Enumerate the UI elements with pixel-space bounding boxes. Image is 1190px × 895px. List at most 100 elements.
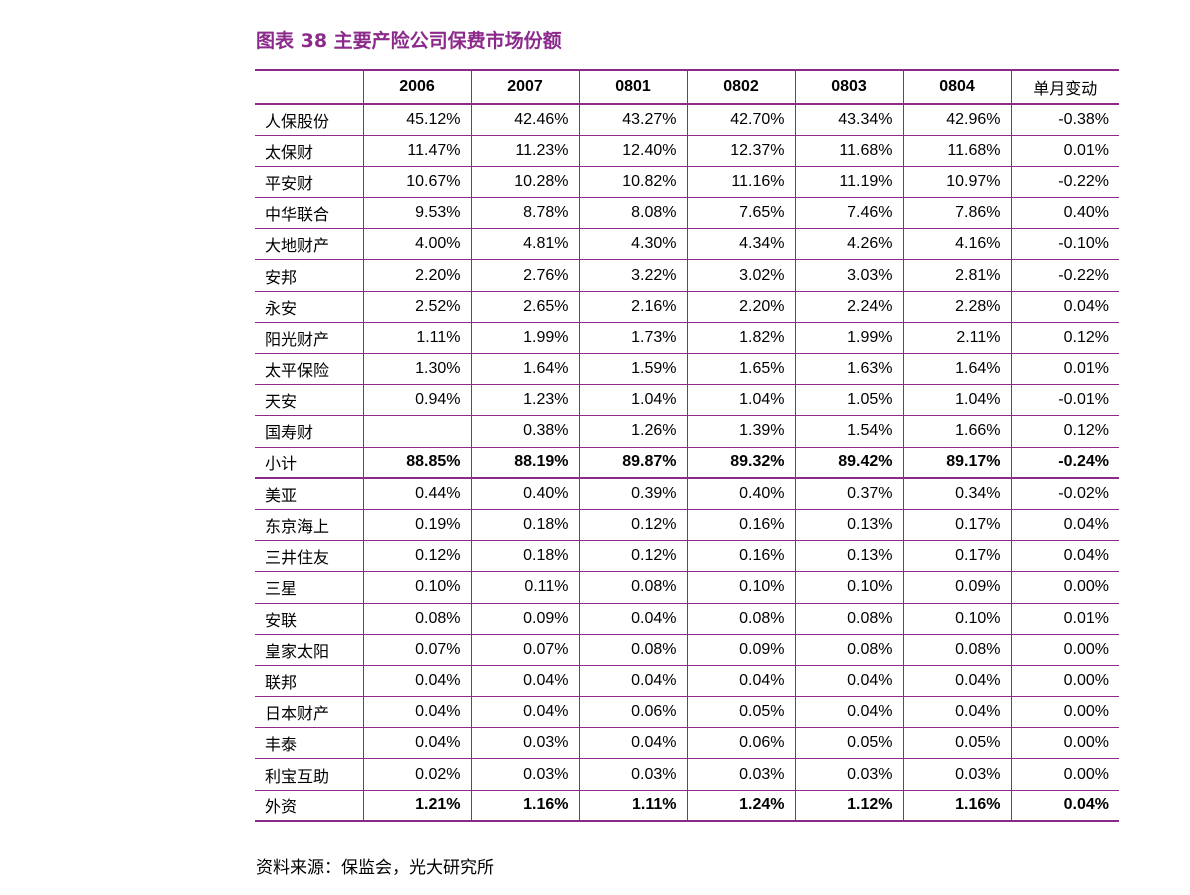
share-value-cell: 0.09% (902, 571, 1011, 604)
company-name-cell: 安邦 (255, 259, 363, 292)
share-value-cell: 0.40% (1010, 197, 1119, 230)
share-value-cell: 89.32% (686, 447, 795, 480)
table-row: 太保财 11.47% 11.23% 12.40% 12.37% 11.68% 11.68% 0… (255, 135, 1119, 167)
share-value-cell: 1.39% (686, 415, 795, 448)
share-value-cell: 0.08% (362, 603, 471, 635)
share-value-cell: 43.34% (794, 104, 903, 136)
table-row: 大地财产 4.00% 4.81% 4.30% 4.34% 4.26% 4.16% -0.10% (255, 228, 1119, 261)
share-value-cell: 89.87% (578, 447, 687, 480)
company-name-cell: 太平保险 (255, 353, 363, 386)
share-value-cell: 0.03% (686, 758, 795, 791)
share-value-cell: 88.19% (470, 447, 579, 480)
share-value-cell: 3.03% (794, 259, 903, 292)
share-value-cell: 8.78% (470, 197, 579, 230)
share-value-cell: 1.12% (794, 790, 903, 823)
share-value-cell: 1.04% (902, 384, 1011, 417)
company-name-cell: 利宝互助 (255, 758, 363, 791)
share-value-cell: 0.10% (902, 603, 1011, 635)
table-row: 天安 0.94% 1.23% 1.04% 1.04% 1.05% 1.04% -0.01% (255, 384, 1119, 417)
share-value-cell: -0.01% (1010, 384, 1119, 417)
company-name-cell: 中华联合 (255, 197, 363, 230)
share-value-cell: 2.28% (902, 291, 1011, 323)
share-value-cell: 0.00% (1010, 696, 1119, 729)
share-value-cell: 1.21% (362, 790, 471, 823)
share-value-cell: 0.12% (362, 540, 471, 573)
share-value-cell: 12.37% (686, 135, 795, 167)
share-value-cell: 7.86% (902, 197, 1011, 230)
share-value-cell: 0.07% (470, 634, 579, 666)
share-value-cell: 0.00% (1010, 665, 1119, 698)
table-body: 人保股份 45.12% 42.46% 43.27% 42.70% 43.34% 42.96%… (255, 104, 1119, 823)
share-value-cell: 0.17% (902, 509, 1011, 542)
share-value-cell: 0.00% (1010, 571, 1119, 604)
share-value-cell: 0.09% (686, 634, 795, 666)
share-value-cell: 0.07% (362, 634, 471, 666)
share-value-cell: 0.10% (362, 571, 471, 604)
share-value-cell: 42.96% (902, 104, 1011, 136)
share-value-cell: 3.22% (578, 259, 687, 292)
company-name-cell: 皇家太阳 (255, 634, 363, 666)
share-value-cell: 2.65% (470, 291, 579, 323)
share-value-cell: 0.10% (686, 571, 795, 604)
share-value-cell: 0.03% (470, 727, 579, 760)
share-value-cell: 0.01% (1010, 353, 1119, 386)
table-row: 日本财产 0.04% 0.04% 0.06% 0.05% 0.04% 0.04% 0.00% (255, 696, 1119, 729)
share-value-cell: 0.03% (902, 758, 1011, 791)
share-value-cell: 0.04% (686, 665, 795, 698)
company-name-cell: 天安 (255, 384, 363, 417)
share-value-cell: 0.04% (794, 696, 903, 729)
share-value-cell: 1.04% (686, 384, 795, 417)
share-value-cell: 0.16% (686, 540, 795, 573)
share-value-cell: 1.11% (362, 322, 471, 355)
share-value-cell: 0.39% (578, 478, 687, 510)
table-row: 人保股份 45.12% 42.46% 43.27% 42.70% 43.34% 42.96%… (255, 104, 1119, 136)
share-value-cell: 1.99% (794, 322, 903, 355)
share-value-cell: 1.59% (578, 353, 687, 386)
share-value-cell: 2.24% (794, 291, 903, 323)
company-name-cell: 国寿财 (255, 415, 363, 448)
share-value-cell: 0.05% (686, 696, 795, 729)
share-value-cell: 0.34% (902, 478, 1011, 510)
share-value-cell: -0.10% (1010, 228, 1119, 261)
share-value-cell: 3.02% (686, 259, 795, 292)
share-value-cell: 10.28% (470, 166, 579, 199)
share-value-cell: 0.10% (794, 571, 903, 604)
share-value-cell: 0.40% (470, 478, 579, 510)
table-row: 利宝互助 0.02% 0.03% 0.03% 0.03% 0.03% 0.03% 0.00% (255, 758, 1119, 791)
column-header: 0803 (794, 69, 903, 105)
company-name-cell: 大地财产 (255, 228, 363, 261)
company-name-cell: 日本财产 (255, 696, 363, 729)
share-value-cell: 1.73% (578, 322, 687, 355)
share-value-cell: 11.47% (362, 135, 471, 167)
share-value-cell: 1.30% (362, 353, 471, 386)
share-value-cell: 1.82% (686, 322, 795, 355)
company-name-cell: 安联 (255, 603, 363, 635)
share-value-cell: 1.11% (578, 790, 687, 823)
share-value-cell: 4.26% (794, 228, 903, 261)
share-value-cell: 1.99% (470, 322, 579, 355)
company-name-cell: 永安 (255, 291, 363, 323)
company-name-cell: 平安财 (255, 166, 363, 199)
share-value-cell: 0.04% (794, 665, 903, 698)
share-value-cell: 0.04% (578, 665, 687, 698)
table-row: 三星 0.10% 0.11% 0.08% 0.10% 0.10% 0.09% 0.00% (255, 571, 1119, 604)
share-value-cell: 0.03% (578, 758, 687, 791)
share-value-cell: 4.34% (686, 228, 795, 261)
share-value-cell: 0.02% (362, 758, 471, 791)
share-value-cell: 2.20% (362, 259, 471, 292)
table-row: 永安 2.52% 2.65% 2.16% 2.20% 2.24% 2.28% 0.04% (255, 291, 1119, 323)
share-value-cell: 0.12% (578, 509, 687, 542)
share-value-cell: 11.68% (794, 135, 903, 167)
share-value-cell: 0.04% (1010, 509, 1119, 542)
share-value-cell: 0.04% (578, 603, 687, 635)
share-value-cell: 2.11% (902, 322, 1011, 355)
table-row: 美亚 0.44% 0.40% 0.39% 0.40% 0.37% 0.34% -0.02% (255, 478, 1119, 510)
share-value-cell: 89.42% (794, 447, 903, 480)
share-value-cell: 0.19% (362, 509, 471, 542)
share-value-cell: -0.22% (1010, 166, 1119, 199)
table-row: 皇家太阳 0.07% 0.07% 0.08% 0.09% 0.08% 0.08% 0.00% (255, 634, 1119, 666)
company-name-cell: 三井住友 (255, 540, 363, 573)
share-value-cell: 42.46% (470, 104, 579, 136)
share-value-cell: -0.22% (1010, 259, 1119, 292)
share-value-cell: 1.23% (470, 384, 579, 417)
